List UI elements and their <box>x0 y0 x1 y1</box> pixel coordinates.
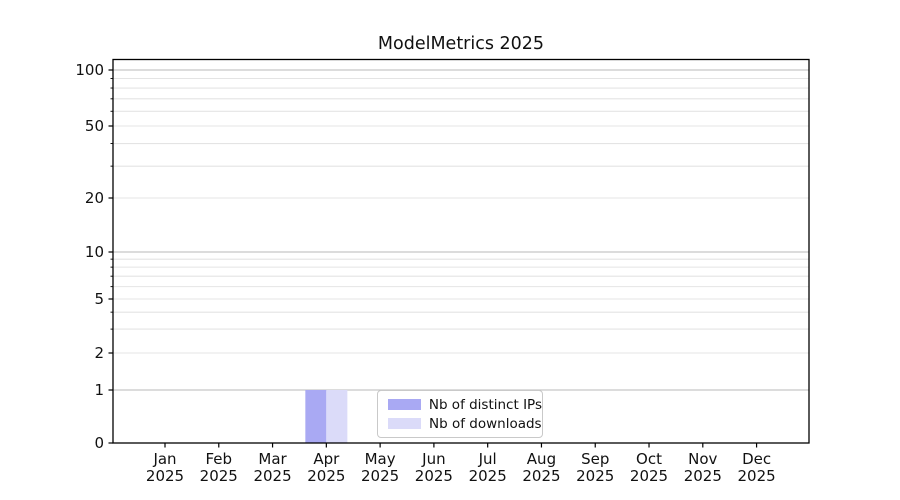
legend-swatch-downloads <box>388 418 421 429</box>
x-tick-month: Jan <box>153 450 177 468</box>
x-tick-year: 2025 <box>576 467 615 485</box>
bar-distinct-ips <box>305 390 327 443</box>
x-tick-month: Oct <box>636 450 662 468</box>
x-tick-month: Sep <box>581 450 610 468</box>
x-tick-year: 2025 <box>361 467 400 485</box>
x-tick-year: 2025 <box>307 467 346 485</box>
x-tick-label: Apr 2025 <box>291 451 361 485</box>
legend-label-downloads: Nb of downloads <box>429 415 542 432</box>
x-tick-year: 2025 <box>414 467 453 485</box>
x-tick-label: May 2025 <box>345 451 415 485</box>
x-tick-year: 2025 <box>199 467 238 485</box>
x-tick-month: Nov <box>688 450 718 468</box>
chart-title: ModelMetrics 2025 <box>377 34 545 54</box>
x-tick-month: May <box>364 450 396 468</box>
x-tick-label: Sep 2025 <box>560 451 630 485</box>
y-tick-label: 100 <box>75 61 104 79</box>
bar-downloads <box>326 390 348 443</box>
x-tick-label: Nov 2025 <box>668 451 738 485</box>
x-tick-month: Mar <box>258 450 287 468</box>
x-tick-label: Feb 2025 <box>184 451 254 485</box>
x-tick-label: Dec 2025 <box>722 451 792 485</box>
y-tick-label: 20 <box>84 189 104 207</box>
x-tick-year: 2025 <box>522 467 561 485</box>
legend: Nb of distinct IPs Nb of downloads <box>377 390 543 438</box>
x-tick-year: 2025 <box>145 467 185 485</box>
x-tick-label: Oct 2025 <box>614 451 684 485</box>
x-tick-month: Apr <box>313 450 340 468</box>
y-tick-label: 1 <box>94 381 104 399</box>
x-tick-month: Jun <box>422 450 446 468</box>
x-tick-label: Jan 2025 <box>130 451 200 485</box>
x-tick-year: 2025 <box>253 467 292 485</box>
x-tick-label: Jun 2025 <box>399 451 469 485</box>
x-tick-month: Feb <box>205 450 233 468</box>
x-tick-month: Jul <box>478 450 497 468</box>
x-tick-year: 2025 <box>737 467 776 485</box>
plot-border <box>112 58 810 444</box>
x-tick-year: 2025 <box>468 467 507 485</box>
y-tick-label: 10 <box>84 243 104 261</box>
x-tick-label: Aug 2025 <box>506 451 576 485</box>
legend-label-distinct-ips: Nb of distinct IPs <box>428 396 542 413</box>
legend-entry-distinct-ips: Nb of distinct IPs <box>388 397 542 413</box>
x-tick-label: Jul 2025 <box>453 451 523 485</box>
x-tick-month: Aug <box>526 450 557 468</box>
x-tick-year: 2025 <box>683 467 722 485</box>
y-tick-label: 50 <box>84 117 104 135</box>
y-tick-label: 2 <box>94 344 104 362</box>
legend-entry-downloads: Nb of downloads <box>388 416 542 432</box>
x-tick-month: Dec <box>742 450 772 468</box>
y-tick-label: 0 <box>94 434 104 452</box>
x-tick-year: 2025 <box>629 467 669 485</box>
y-tick-label: 5 <box>94 290 104 308</box>
legend-swatch-distinct-ips <box>388 399 421 410</box>
x-tick-label: Mar 2025 <box>238 451 308 485</box>
